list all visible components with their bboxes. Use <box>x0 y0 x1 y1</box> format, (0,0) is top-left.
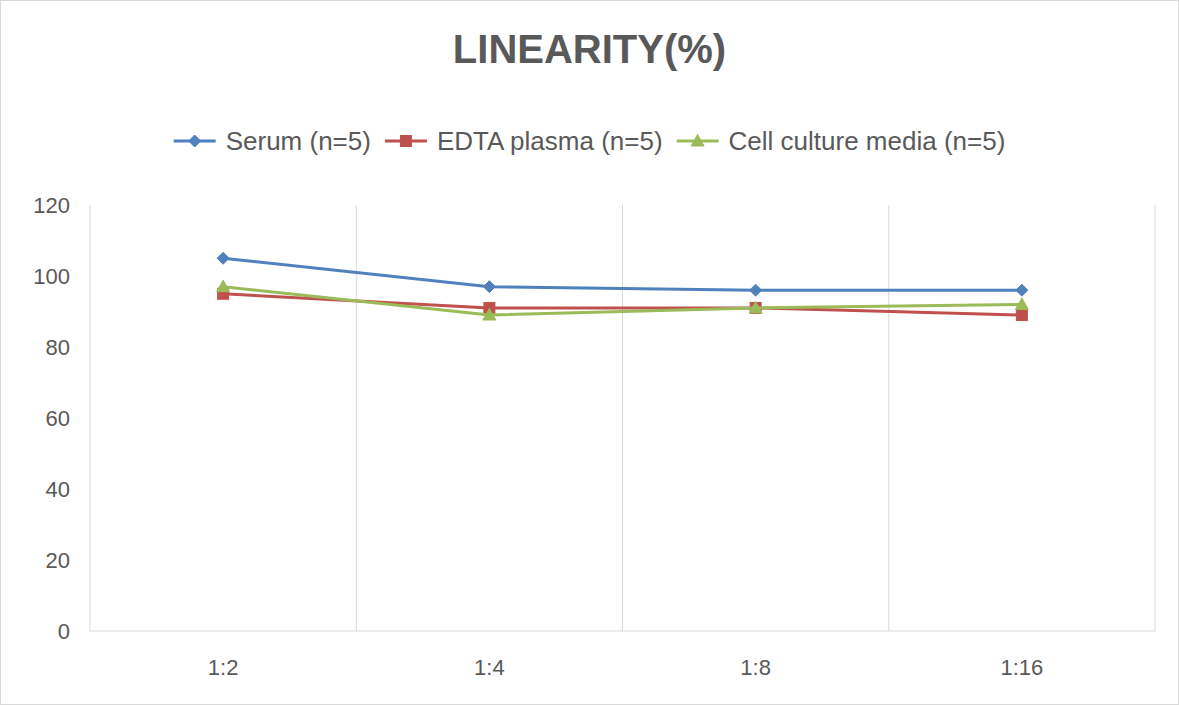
chart: LINEARITY(%) 0 20 40 60 80 100 120 1:2 1:4 1:8 1:16… <box>0 0 1179 705</box>
x-tick-label: 1:16 <box>1000 655 1043 680</box>
legend-marker <box>691 135 704 147</box>
marker <box>1015 298 1028 310</box>
legend-item: Cell culture media (n=5) <box>677 126 1006 156</box>
y-tick-label: 40 <box>46 477 70 502</box>
y-tick-label: 100 <box>33 264 70 289</box>
marker <box>749 301 762 313</box>
marker <box>750 302 761 313</box>
series-line <box>223 287 1022 315</box>
plot-area <box>217 252 1029 320</box>
axis-line <box>90 631 1155 632</box>
marker <box>483 281 495 293</box>
y-tick-label: 120 <box>33 193 70 218</box>
x-tick-label: 1:2 <box>208 655 239 680</box>
marker <box>217 280 230 292</box>
marker <box>1016 284 1028 296</box>
legend-label: Serum (n=5) <box>226 126 371 156</box>
legend-item: EDTA plasma (n=5) <box>385 126 663 156</box>
y-tick-label: 0 <box>58 619 70 644</box>
marker <box>217 252 229 264</box>
series-line <box>223 258 1022 290</box>
legend-label: EDTA plasma (n=5) <box>437 126 663 156</box>
background <box>1 1 1179 705</box>
grid-line <box>1155 205 1156 631</box>
legend-marker <box>400 136 411 147</box>
legend-item: Serum (n=5) <box>174 126 371 156</box>
grid-line <box>622 205 623 631</box>
x-tick-label: 1:4 <box>474 655 505 680</box>
grid-line <box>356 205 357 631</box>
marker <box>1016 310 1027 321</box>
title: LINEARITY(%) <box>453 27 726 71</box>
marker <box>483 309 496 321</box>
legend: Serum (n=5) EDTA plasma (n=5) Cell culture… <box>174 126 1006 156</box>
y-tick-label: 80 <box>46 335 70 360</box>
grid-line <box>888 205 889 631</box>
y-tick-label: 60 <box>46 406 70 431</box>
legend-marker <box>189 135 201 147</box>
marker <box>750 284 762 296</box>
grid-line <box>90 205 91 631</box>
y-tick-label: 20 <box>46 548 70 573</box>
x-tick-label: 1:8 <box>740 655 771 680</box>
legend-label: Cell culture media (n=5) <box>729 126 1006 156</box>
